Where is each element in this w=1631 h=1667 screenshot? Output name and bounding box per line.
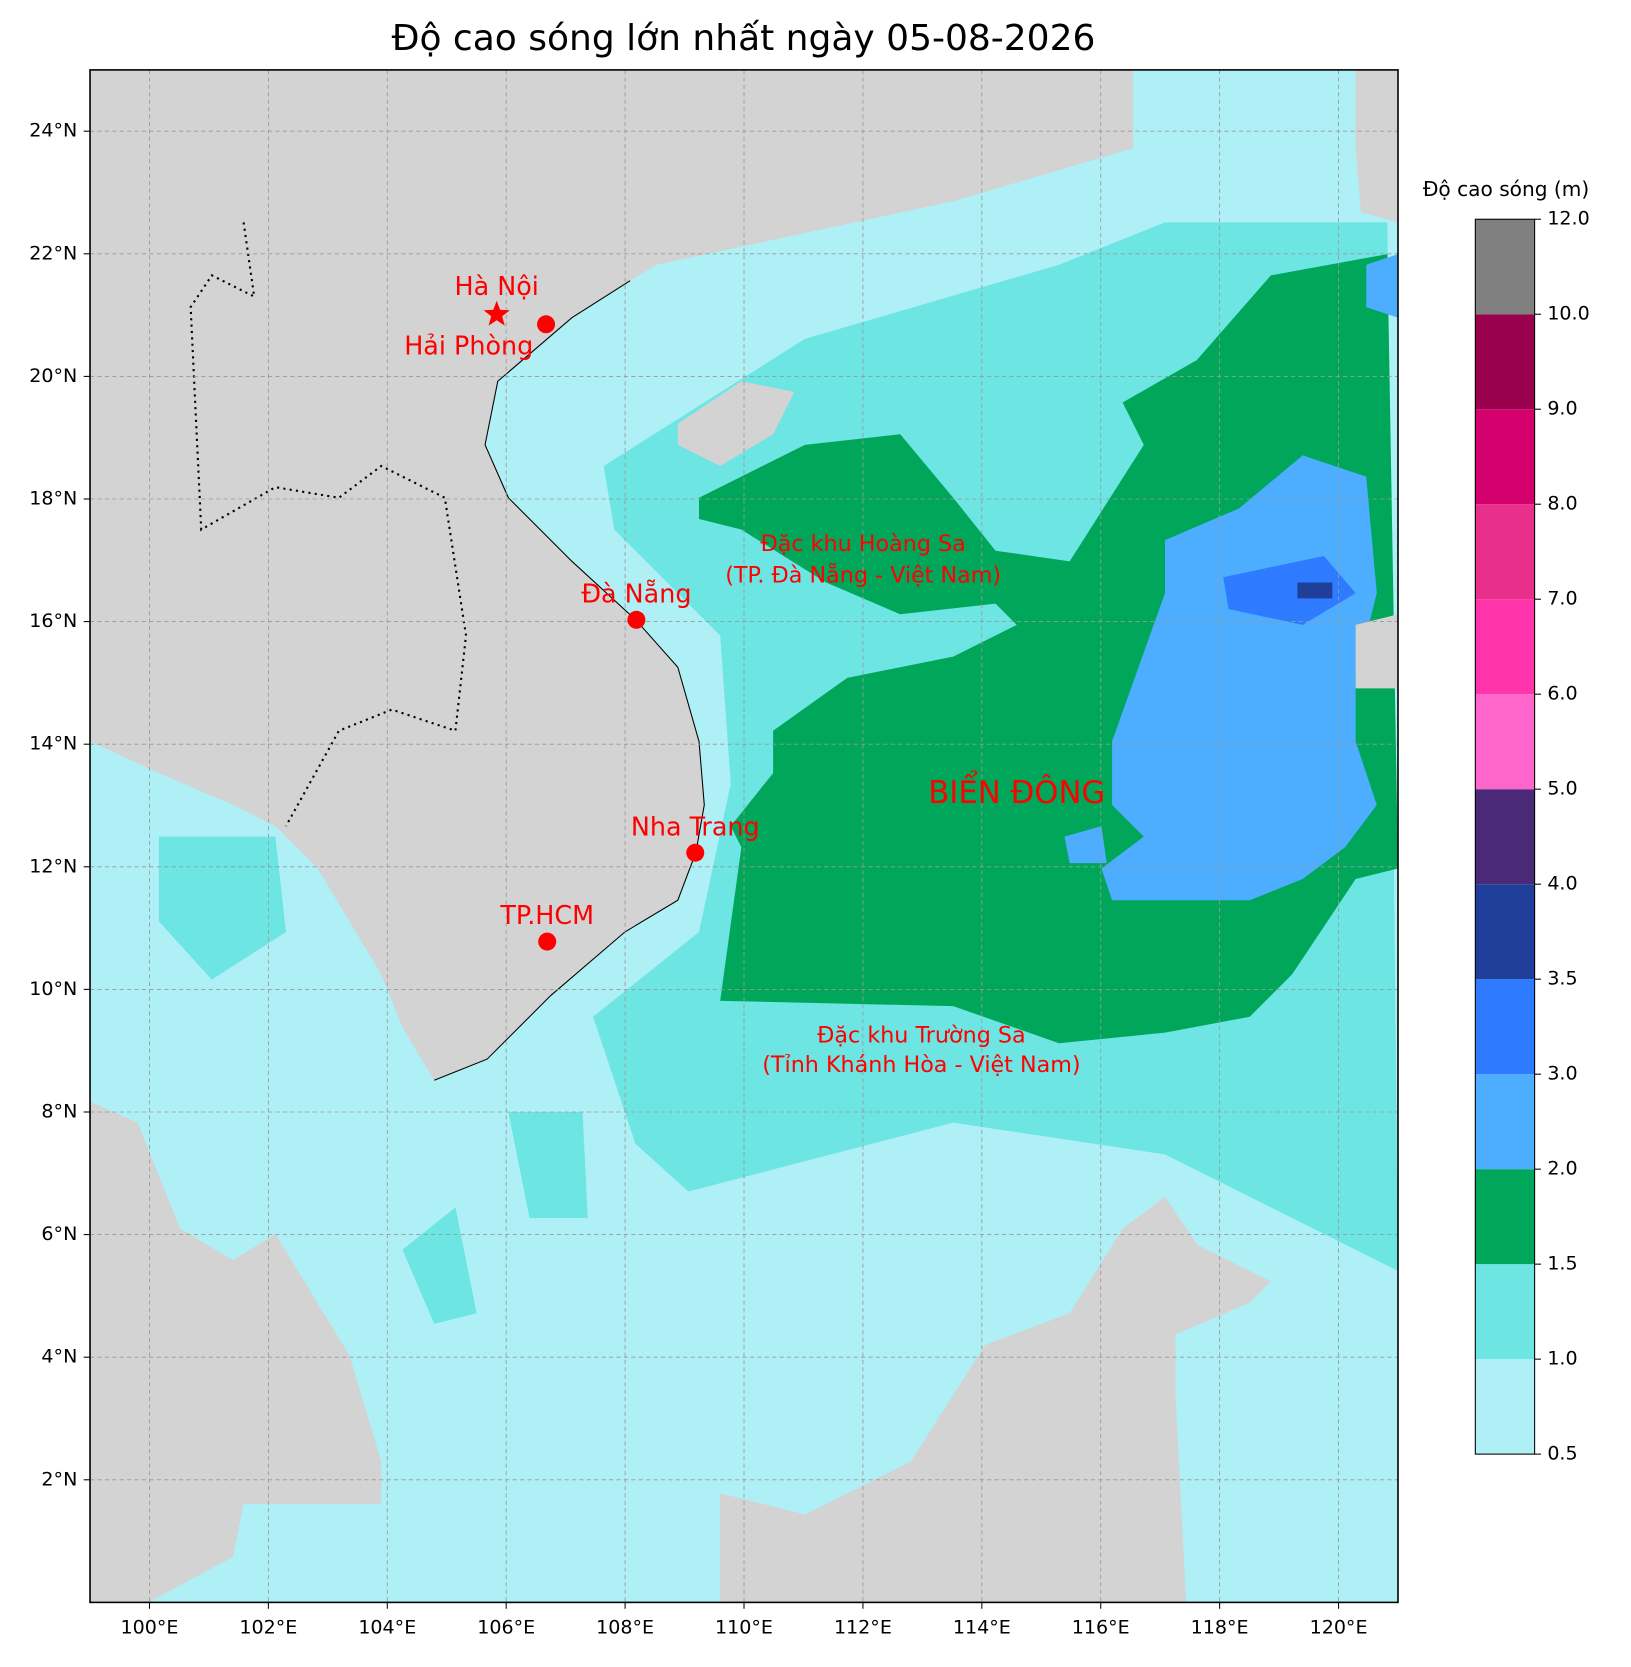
colorbar-tick-label: 0.5 (1547, 1443, 1577, 1465)
city-label: TP.HCM (499, 900, 594, 930)
y-tick-label: 24°N (29, 120, 77, 142)
colorbar-tick-label: 1.5 (1547, 1253, 1577, 1275)
colorbar-frame (1474, 218, 1536, 1455)
grid (90, 69, 1398, 1603)
colorbar-tick-label: 7.0 (1547, 588, 1577, 610)
x-tick-label: 114°E (953, 1616, 1011, 1638)
x-tick-label: 108°E (596, 1616, 654, 1638)
y-tick-label: 12°N (29, 855, 77, 877)
annotation: (Tỉnh Khánh Hòa - Việt Nam) (762, 1052, 1080, 1078)
colorbar-tick-label: 10.0 (1547, 303, 1589, 325)
colorbar-segment (1475, 884, 1535, 980)
land-malay (90, 1101, 382, 1603)
x-tick-label: 116°E (1072, 1616, 1130, 1638)
colorbar: 0.5 1.0 1.5 2.0 3.0 3.5 4.0 5.0 6.0 7.0 8.0 9.0 10.0… (1474, 208, 1590, 1465)
land-mainland (90, 69, 1134, 1081)
city-marker (627, 610, 646, 629)
wave-zone (402, 1207, 477, 1324)
cities: Hà Nội Hải Phòng Đà Nẵng Nha Trang TP.HCM (404, 271, 760, 951)
x-tick-label: 102°E (239, 1616, 297, 1638)
x-tick-label: 120°E (1310, 1616, 1368, 1638)
colorbar-segment (1475, 314, 1535, 410)
colorbar-segment (1475, 409, 1535, 505)
x-tick-label: 118°E (1191, 1616, 1249, 1638)
colorbar-segment (1475, 694, 1535, 790)
city-label: Hà Nội (455, 271, 539, 301)
land (90, 69, 1398, 1603)
wave-zone (1223, 556, 1356, 625)
colorbar-tick-label: 9.0 (1547, 398, 1577, 420)
y-tick-label: 4°N (41, 1346, 77, 1368)
colorbar-tick-label: 6.0 (1547, 683, 1577, 705)
city-marker (686, 843, 705, 862)
colorbar-tick-label: 3.0 (1547, 1063, 1577, 1085)
city-marker (537, 315, 556, 334)
x-tick-label: 106°E (477, 1616, 535, 1638)
colorbar-segment (1475, 1169, 1535, 1265)
annotation: BIỂN ĐÔNG (928, 770, 1105, 811)
land-luzon (1355, 69, 1398, 223)
colorbar-tick-label: 3.5 (1547, 968, 1577, 990)
annotation: (TP. Đà Nẵng - Việt Nam) (725, 561, 1001, 589)
colorbar-segment (1475, 789, 1535, 885)
x-tick-label: 104°E (358, 1616, 416, 1638)
colorbar-segment (1475, 219, 1535, 315)
colorbar-label: Độ cao sóng (m) (1423, 177, 1589, 201)
border (189, 222, 468, 827)
colorbar-segment (1475, 599, 1535, 695)
y-tick-label: 6°N (41, 1223, 77, 1245)
colorbar-tick-label: 12.0 (1547, 208, 1589, 230)
colorbar-segment (1475, 504, 1535, 600)
wave-zone (1297, 582, 1333, 599)
colorbar-tick-label: 8.0 (1547, 493, 1577, 515)
city-label: Nha Trang (631, 811, 760, 841)
y-tick-label: 14°N (29, 733, 77, 755)
colorbar-tick-label: 1.0 (1547, 1348, 1577, 1370)
coastline (434, 280, 705, 1081)
wave-zone (1366, 254, 1398, 318)
wave-zone (508, 1112, 588, 1218)
y-tick-label: 2°N (41, 1468, 77, 1490)
y-tick-label: 16°N (29, 610, 77, 632)
annotation: Đặc khu Hoàng Sa (761, 531, 966, 557)
colorbar-segment (1475, 1264, 1535, 1360)
colorbar-tick-label: 2.0 (1547, 1158, 1577, 1180)
y-tick-label: 22°N (29, 242, 77, 264)
chart-title: Độ cao sóng lớn nhất ngày 05-08-2026 (392, 18, 1096, 59)
city-marker (538, 932, 557, 951)
land-philippines (1355, 614, 1398, 689)
wave-zone (1064, 826, 1107, 864)
city-label: Hải Phòng (404, 331, 533, 361)
x-tick-label: 100°E (121, 1616, 179, 1638)
y-tick-label: 18°N (29, 487, 77, 509)
colorbar-tick-label: 4.0 (1547, 873, 1577, 895)
y-tick-label: 20°N (29, 365, 77, 387)
land-hainan (677, 381, 795, 466)
city-label: Đà Nẵng (581, 578, 691, 608)
colorbar-segment (1475, 1074, 1535, 1170)
annotation: Đặc khu Trường Sa (817, 1022, 1025, 1048)
wave-zone (158, 836, 286, 980)
y-tick-label: 10°N (29, 978, 77, 1000)
y-tick-label: 8°N (41, 1100, 77, 1122)
colorbar-segment (1475, 1359, 1535, 1455)
colorbar-segment (1475, 979, 1535, 1075)
land-borneo (720, 1196, 1271, 1603)
x-tick-label: 112°E (834, 1616, 892, 1638)
colorbar-tick-label: 5.0 (1547, 778, 1577, 800)
x-tick-label: 110°E (715, 1616, 773, 1638)
city-marker (483, 300, 510, 326)
